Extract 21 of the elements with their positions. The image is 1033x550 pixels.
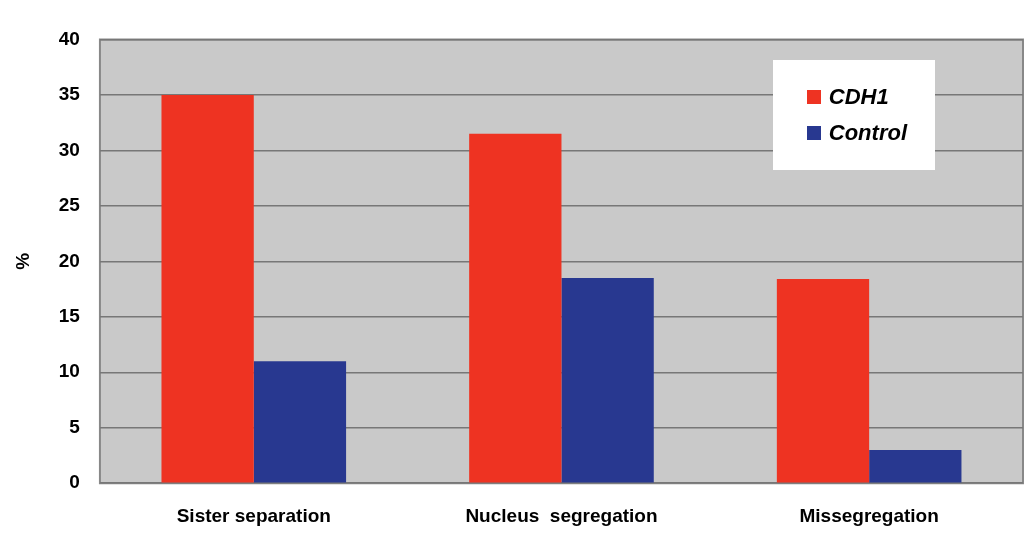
bar — [469, 133, 562, 483]
x-tick-label: Sister separation — [176, 504, 331, 526]
bar — [869, 449, 962, 483]
bar — [561, 277, 654, 483]
y-tick-label: 0 — [69, 471, 80, 493]
y-tick-label: 5 — [69, 415, 81, 437]
bar — [161, 94, 254, 483]
y-tick-label: 25 — [58, 194, 81, 216]
y-tick-label: 20 — [58, 249, 80, 271]
y-tick-label: 10 — [58, 360, 80, 382]
y-axis-title: % — [11, 252, 33, 270]
x-tick-label: Missegregation — [799, 504, 939, 526]
y-tick-label: 40 — [58, 27, 80, 49]
legend-label: Control — [828, 120, 907, 146]
bar — [776, 279, 870, 483]
y-tick-label: 35 — [58, 83, 81, 105]
y-tick-label: 30 — [58, 138, 80, 160]
bar — [253, 361, 347, 483]
legend-label: CDH1 — [828, 84, 889, 110]
x-tick-label: Nucleus segregation — [465, 504, 658, 526]
y-tick-label: 15 — [58, 305, 81, 327]
